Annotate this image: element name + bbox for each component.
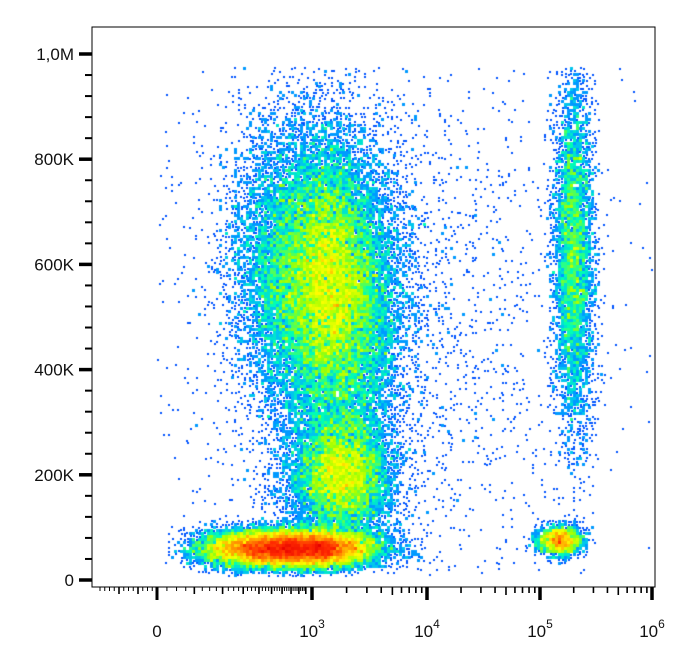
y-tick-label: 400K <box>34 361 74 380</box>
x-tick-label: 104 <box>414 617 440 641</box>
y-tick-label: 0 <box>65 571 74 590</box>
x-axis: 0 103 104 105 106 <box>92 586 665 641</box>
y-tick-label: 200K <box>34 466 74 485</box>
density-layer <box>93 28 654 586</box>
y-tick-label: 600K <box>34 255 74 274</box>
y-tick-label: 1,0M <box>36 45 74 64</box>
density-canvas <box>93 28 654 586</box>
x-tick-label: 106 <box>639 617 665 641</box>
x-tick-label: 105 <box>527 617 553 641</box>
x-tick-label: 103 <box>299 617 325 641</box>
y-axis: 0 200K 400K 600K 800K 1,0M <box>34 27 93 590</box>
y-tick-label: 800K <box>34 150 74 169</box>
x-tick-label: 0 <box>152 622 161 641</box>
